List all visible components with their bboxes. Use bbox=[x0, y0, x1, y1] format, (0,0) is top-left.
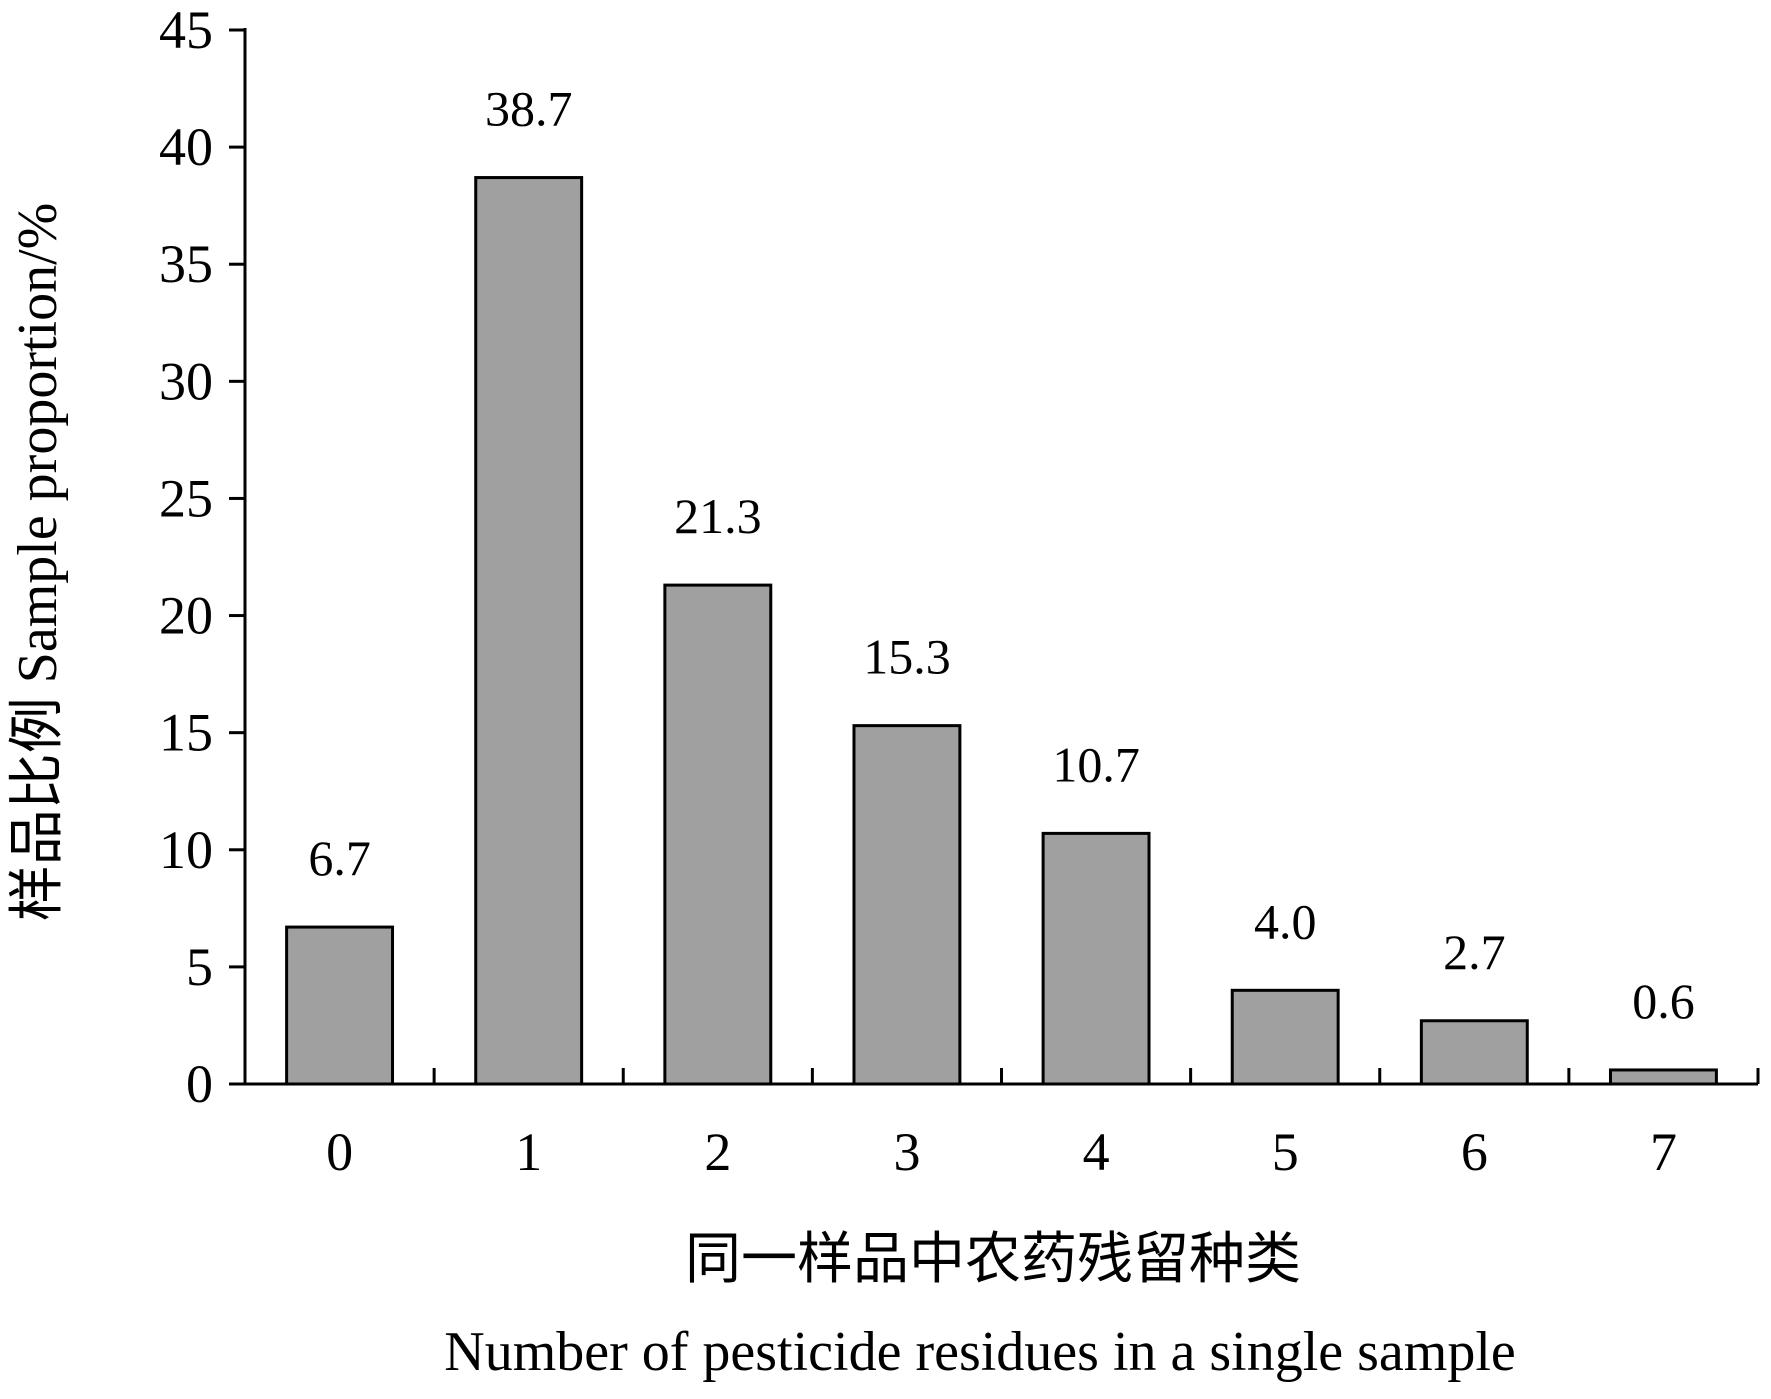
y-tick-label: 45 bbox=[159, 0, 213, 60]
bar-value-label: 21.3 bbox=[674, 488, 762, 544]
bar-value-label: 15.3 bbox=[863, 629, 951, 685]
bar-value-label: 4.0 bbox=[1254, 893, 1317, 949]
y-tick-label: 25 bbox=[159, 468, 213, 528]
x-tick-label: 2 bbox=[704, 1122, 731, 1182]
y-tick-label: 15 bbox=[159, 703, 213, 763]
x-tick-label: 1 bbox=[515, 1122, 542, 1182]
bar-value-label: 0.6 bbox=[1632, 973, 1695, 1029]
y-ticks-layer: 0 5 10 15 20 25 30 35 40 45 bbox=[159, 0, 245, 1114]
bar bbox=[663, 583, 773, 1086]
y-tick-label: 20 bbox=[159, 586, 213, 646]
bar-value-label: 38.7 bbox=[485, 81, 573, 137]
x-ticks-layer: 0 1 2 3 4 5 6 7 bbox=[326, 1068, 1760, 1182]
bars-layer bbox=[285, 176, 1718, 1086]
bar bbox=[1608, 1068, 1718, 1086]
x-axis-title-english: Number of pesticide residues in a single… bbox=[444, 1321, 1516, 1383]
y-tick-label: 40 bbox=[159, 117, 213, 177]
x-axis-title-chinese: 同一样品中农药残留种类 bbox=[685, 1229, 1301, 1291]
bar bbox=[852, 724, 962, 1086]
y-tick-label: 10 bbox=[159, 820, 213, 880]
data-labels-layer: 6.7 38.7 21.3 15.3 10.7 4.0 2.7 0.6 bbox=[308, 81, 1694, 1029]
x-tick-label: 4 bbox=[1083, 1122, 1110, 1182]
bar-value-label: 10.7 bbox=[1052, 736, 1140, 792]
y-tick-label: 5 bbox=[186, 937, 213, 997]
x-tick-label: 6 bbox=[1461, 1122, 1488, 1182]
y-tick-label: 30 bbox=[159, 351, 213, 411]
bar bbox=[1041, 831, 1151, 1086]
x-tick-label: 0 bbox=[326, 1122, 353, 1182]
x-tick-label: 7 bbox=[1650, 1122, 1677, 1182]
bar-value-label: 2.7 bbox=[1443, 924, 1506, 980]
y-tick-label: 0 bbox=[186, 1054, 213, 1114]
bar bbox=[1419, 1019, 1529, 1086]
bar bbox=[285, 925, 395, 1086]
y-tick-label: 35 bbox=[159, 234, 213, 294]
axes-layer bbox=[243, 28, 1758, 1086]
bar-value-label: 6.7 bbox=[308, 830, 371, 886]
bar bbox=[474, 176, 584, 1086]
x-tick-label: 5 bbox=[1272, 1122, 1299, 1182]
y-axis-title: 样品比例 Sample proportion/% bbox=[7, 203, 69, 922]
x-tick-label: 3 bbox=[893, 1122, 920, 1182]
bar bbox=[1230, 988, 1340, 1086]
